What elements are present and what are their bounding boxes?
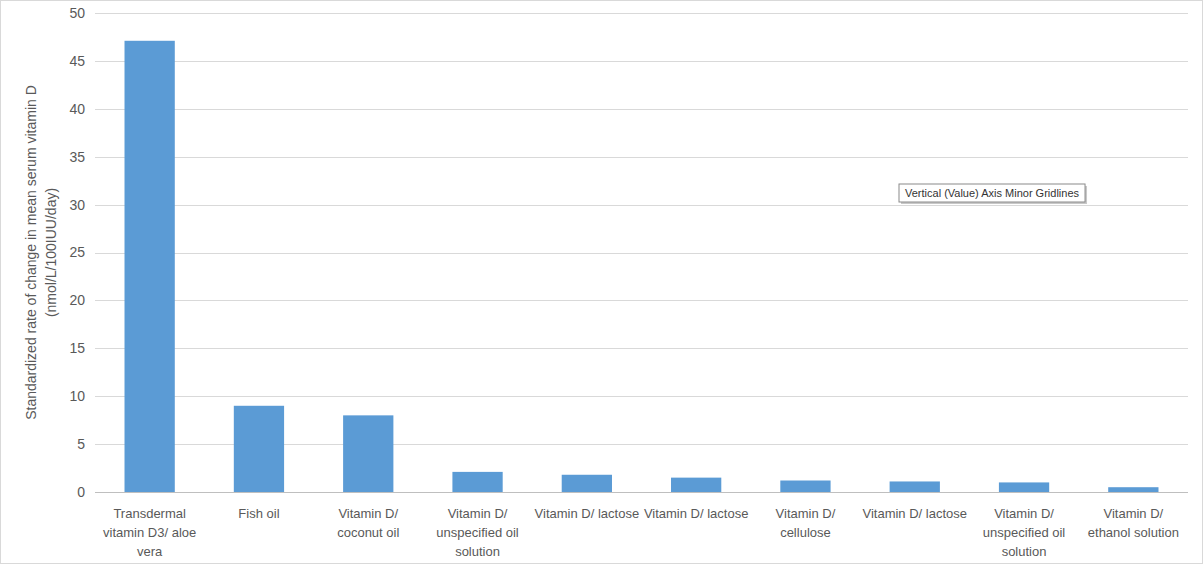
x-tick-label-line: Vitamin D/	[994, 506, 1054, 521]
x-tick-label: Vitamin D/ lactose	[862, 506, 967, 521]
y-tick: 10	[69, 388, 95, 404]
bar	[890, 481, 940, 492]
x-tick-label-line: Transdermal	[113, 506, 186, 521]
y-tick-label: 50	[69, 5, 85, 21]
x-tick-label: Transdermal vitamin D3/ aloe vera	[103, 506, 196, 559]
y-tick: 50	[69, 5, 95, 21]
y-tick-label: 35	[69, 149, 85, 165]
x-tick-label: Vitamin D/ethanol solution	[1088, 506, 1179, 540]
y-tick-label: 0	[77, 484, 85, 500]
y-tick-label: 25	[69, 244, 85, 260]
y-tick-label: 45	[69, 53, 85, 69]
y-tick: 0	[77, 484, 95, 500]
y-tick-label: 15	[69, 340, 85, 356]
y-tick: 20	[69, 292, 95, 308]
y-tick: 35	[69, 149, 95, 165]
x-tick-label-line: Vitamin D/	[448, 506, 508, 521]
x-tick-label-line: Fish oil	[238, 506, 279, 521]
x-tick-label-line: vera	[137, 544, 163, 559]
x-tick-label: Fish oil	[238, 506, 279, 521]
grid-line	[95, 205, 1188, 206]
y-tick-label: 5	[77, 436, 85, 452]
grid	[95, 14, 1188, 493]
x-tick-label-line: unspecified oil	[436, 525, 518, 540]
x-tick-label-line: unspecified oil	[983, 525, 1065, 540]
chart-frame	[1, 1, 1203, 564]
y-axis: 0 5 10 15 20 25 30 35 40 45 50	[69, 5, 95, 500]
grid-line	[95, 300, 1188, 301]
y-tick: 5	[77, 436, 95, 452]
bar	[452, 472, 502, 492]
grid-line	[95, 492, 1188, 493]
y-axis-title: Standardized rate of change in mean seru…	[23, 85, 59, 420]
x-tick-label-line: ethanol solution	[1088, 525, 1179, 540]
x-tick-label: Vitamin D/ lactose	[644, 506, 749, 521]
bar	[562, 475, 612, 492]
x-tick-label: Vitamin D/coconut oil	[337, 506, 399, 540]
bar	[780, 481, 830, 492]
grid-line	[95, 396, 1188, 397]
x-tick-label: Vitamin D/ lactose	[535, 506, 640, 521]
x-tick-label-line: solution	[455, 544, 500, 559]
x-tick-label-line: Vitamin D/	[776, 506, 836, 521]
x-tick-label-line: cellulose	[780, 525, 831, 540]
y-tick-label: 40	[69, 101, 85, 117]
y-axis-title-line: Standardized rate of change in mean seru…	[23, 85, 39, 420]
bar	[1108, 487, 1158, 492]
y-tick: 15	[69, 340, 95, 356]
x-tick-label-line: Vitamin D/	[1103, 506, 1163, 521]
x-axis: Transdermal vitamin D3/ aloe vera Fish oil V…	[103, 506, 1179, 559]
y-tick-label: 20	[69, 292, 85, 308]
y-tick: 40	[69, 101, 95, 117]
plot: 0 5 10 15 20 25 30 35 40 45 50	[69, 5, 1188, 500]
x-tick-label: Vitamin D/unspecified oil solution	[983, 506, 1065, 559]
x-tick-label-line: coconut oil	[337, 525, 399, 540]
grid-line	[95, 157, 1188, 158]
y-tick: 45	[69, 53, 95, 69]
x-tick-label-line: Vitamin D/ lactose	[644, 506, 749, 521]
y-tick-label: 10	[69, 388, 85, 404]
bar	[234, 406, 284, 492]
y-axis-title-line: (nmol/L/100IUU/day)	[43, 188, 59, 317]
bar	[125, 41, 175, 492]
x-tick-label-line: vitamin D3/ aloe	[103, 525, 196, 540]
x-axis-line	[95, 492, 1188, 493]
bar	[671, 478, 721, 492]
y-tick: 30	[69, 197, 95, 213]
y-tick: 25	[69, 244, 95, 260]
grid-line	[95, 253, 1188, 254]
y-axis-line	[95, 14, 96, 493]
grid-line	[95, 109, 1188, 110]
chart: 0 5 10 15 20 25 30 35 40 45 50 Transdermal vitamin D…	[0, 0, 1203, 564]
grid-line	[95, 61, 1188, 62]
y-tick-label: 30	[69, 197, 85, 213]
x-tick-label: Vitamin D/cellulose	[776, 506, 836, 540]
bars	[125, 41, 1159, 492]
grid-line	[95, 13, 1188, 14]
bar	[999, 482, 1049, 492]
annotation: Vertical (Value) Axis Minor Gridlines	[899, 184, 1087, 204]
grid-line	[95, 348, 1188, 349]
x-tick-label-line: Vitamin D/ lactose	[535, 506, 640, 521]
x-tick-label: Vitamin D/unspecified oil solution	[436, 506, 518, 559]
annotation-box	[899, 184, 1085, 202]
x-tick-label-line: solution	[1002, 544, 1047, 559]
x-tick-label-line: Vitamin D/	[338, 506, 398, 521]
annotation-text: Vertical (Value) Axis Minor Gridlines	[905, 187, 1080, 199]
bar	[343, 415, 393, 492]
x-tick-label-line: Vitamin D/ lactose	[862, 506, 967, 521]
